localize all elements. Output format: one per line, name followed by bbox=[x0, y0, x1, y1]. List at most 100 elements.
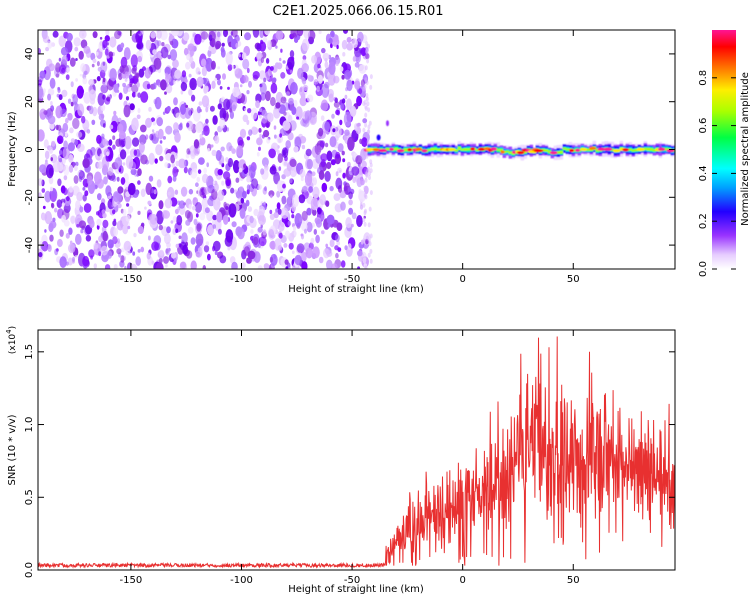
noise-blob bbox=[212, 180, 216, 185]
noise-blob bbox=[185, 219, 191, 226]
noise-blob bbox=[346, 79, 353, 92]
noise-blob bbox=[238, 167, 243, 173]
noise-blob bbox=[283, 168, 292, 177]
noise-blob bbox=[113, 218, 117, 222]
noise-blob bbox=[301, 186, 308, 193]
noise-blob bbox=[231, 261, 238, 269]
noise-blob bbox=[343, 111, 352, 127]
noise-blob bbox=[97, 92, 105, 106]
noise-blob bbox=[116, 220, 125, 231]
noise-blob bbox=[38, 252, 43, 258]
spectrogram-x-label: Height of straight line (km) bbox=[288, 284, 424, 295]
noise-blob bbox=[185, 104, 189, 108]
noise-blob bbox=[150, 117, 155, 123]
noise-blob bbox=[38, 129, 45, 142]
noise-blob bbox=[76, 131, 83, 138]
noise-blob bbox=[317, 74, 323, 84]
noise-blob bbox=[178, 200, 185, 209]
noise-blob bbox=[117, 203, 122, 209]
noise-blob bbox=[195, 122, 203, 134]
noise-blob bbox=[160, 30, 168, 41]
noise-blob bbox=[152, 121, 156, 126]
noise-blob bbox=[277, 208, 282, 215]
noise-blob bbox=[282, 120, 291, 131]
signal-cell bbox=[403, 148, 408, 152]
noise-blob bbox=[155, 210, 164, 225]
noise-blob bbox=[334, 125, 342, 138]
noise-blob bbox=[302, 55, 307, 61]
noise-blob bbox=[75, 58, 78, 61]
noise-blob bbox=[266, 138, 271, 144]
noise-blob bbox=[275, 102, 281, 109]
noise-blob bbox=[326, 250, 333, 257]
noise-blob bbox=[180, 103, 186, 115]
noise-blob bbox=[86, 149, 93, 160]
noise-blob bbox=[280, 72, 286, 79]
noise-blob bbox=[326, 214, 335, 225]
noise-blob bbox=[269, 165, 277, 175]
noise-blob bbox=[74, 254, 79, 259]
y-tick-label: 0 bbox=[24, 146, 35, 152]
colorbar-gradient bbox=[712, 30, 736, 269]
noise-blob bbox=[263, 263, 270, 269]
noise-blob bbox=[324, 170, 331, 182]
noise-blob bbox=[342, 52, 346, 57]
noise-blob bbox=[76, 224, 80, 228]
noise-blob bbox=[67, 112, 73, 121]
noise-blob bbox=[81, 115, 86, 124]
noise-blob bbox=[205, 106, 209, 113]
noise-blob bbox=[58, 94, 63, 101]
noise-blob bbox=[246, 119, 250, 126]
noise-blob bbox=[106, 151, 110, 157]
noise-blob bbox=[260, 168, 265, 175]
noise-blob bbox=[165, 264, 168, 268]
noise-blob bbox=[118, 131, 126, 140]
noise-blob bbox=[227, 63, 233, 72]
signal-hotspot bbox=[421, 149, 428, 153]
noise-blob bbox=[174, 132, 181, 143]
signal-cell bbox=[646, 147, 651, 151]
noise-blob bbox=[194, 33, 202, 45]
x-tick-label: -50 bbox=[344, 575, 360, 586]
noise-blob bbox=[299, 96, 307, 107]
noise-blob bbox=[281, 195, 287, 205]
noise-blob bbox=[325, 200, 330, 207]
noise-blob bbox=[212, 214, 217, 221]
noise-blob bbox=[126, 203, 130, 207]
noise-blob bbox=[110, 120, 118, 133]
noise-blob bbox=[220, 146, 225, 152]
noise-blob bbox=[266, 122, 270, 128]
noise-blob bbox=[310, 197, 319, 211]
noise-blob bbox=[116, 176, 120, 182]
noise-blob bbox=[105, 153, 111, 162]
noise-blob bbox=[152, 82, 157, 90]
noise-blob bbox=[175, 243, 179, 248]
noise-blob bbox=[203, 167, 208, 174]
noise-blob bbox=[329, 185, 334, 192]
noise-blob bbox=[211, 149, 217, 157]
noise-blob bbox=[278, 166, 282, 171]
noise-blob bbox=[213, 183, 219, 192]
noise-blob bbox=[75, 233, 82, 245]
noise-blob bbox=[333, 75, 340, 84]
noise-blob bbox=[247, 108, 252, 114]
noise-blob bbox=[174, 189, 179, 195]
noise-blob bbox=[326, 150, 333, 162]
noise-blob bbox=[291, 250, 295, 255]
noise-blob bbox=[135, 92, 139, 97]
noise-blob bbox=[78, 220, 87, 229]
noise-blob bbox=[186, 122, 190, 128]
noise-blob bbox=[97, 161, 103, 169]
noise-blob bbox=[109, 68, 117, 82]
noise-blob bbox=[289, 50, 295, 58]
snr-y-label: SNR (10 * v/v) bbox=[7, 414, 18, 485]
noise-blob bbox=[199, 136, 206, 146]
svg-text:(x104): (x104) bbox=[5, 326, 18, 354]
noise-blob bbox=[67, 257, 74, 266]
noise-fringe bbox=[366, 129, 370, 135]
y-tick-label: -40 bbox=[24, 237, 35, 253]
noise-blob bbox=[242, 58, 250, 70]
noise-blob bbox=[301, 64, 308, 71]
noise-blob bbox=[82, 77, 88, 85]
noise-blob bbox=[158, 200, 164, 210]
